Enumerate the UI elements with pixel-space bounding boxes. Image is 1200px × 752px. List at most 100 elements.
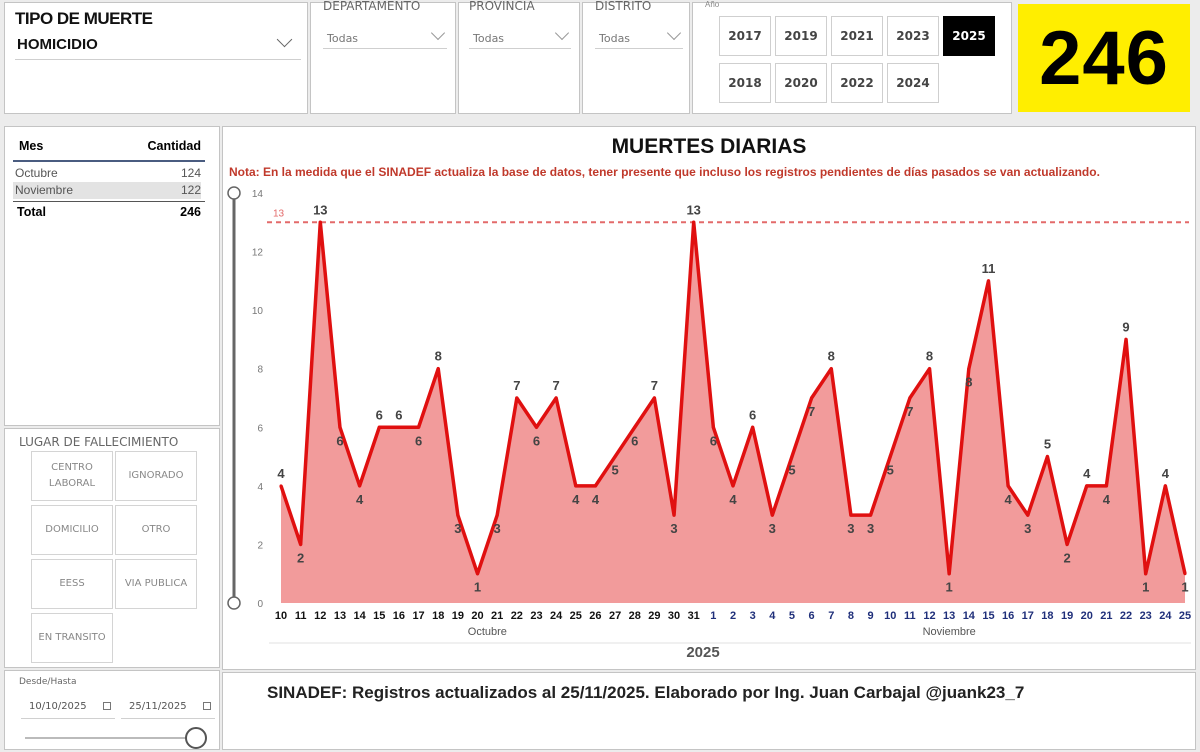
lugar-button-eess[interactable]: EESS bbox=[31, 559, 113, 609]
chart-note: Nota: En la medida que el SINADEF actual… bbox=[229, 165, 1100, 179]
date-to-input[interactable]: 25/11/2025 bbox=[121, 695, 215, 719]
year-button-2024[interactable]: 2024 bbox=[887, 63, 939, 103]
x-tick-label: 19 bbox=[452, 610, 464, 622]
year-button-2020[interactable]: 2020 bbox=[775, 63, 827, 103]
area-fill bbox=[281, 222, 1185, 603]
data-label: 2 bbox=[1063, 550, 1070, 565]
x-tick-label: 15 bbox=[982, 610, 994, 622]
distrito-filter: DISTRITO Todas bbox=[582, 0, 690, 114]
data-point bbox=[397, 425, 401, 429]
data-label: 11 bbox=[982, 261, 996, 276]
distrito-dropdown[interactable]: Todas bbox=[595, 25, 683, 49]
tipo-muerte-label: TIPO DE MUERTE bbox=[15, 9, 153, 28]
data-point bbox=[436, 367, 440, 371]
year-button-2021[interactable]: 2021 bbox=[831, 16, 883, 56]
chevron-down-icon bbox=[554, 25, 570, 41]
year-button-2023[interactable]: 2023 bbox=[887, 16, 939, 56]
data-point bbox=[652, 396, 656, 400]
provincia-value: Todas bbox=[473, 32, 505, 45]
data-point bbox=[711, 425, 715, 429]
total-kpi-card: 246 bbox=[1018, 4, 1190, 112]
data-label: 6 bbox=[376, 407, 383, 422]
year-button-2018[interactable]: 2018 bbox=[719, 63, 771, 103]
data-point bbox=[967, 367, 971, 371]
lugar-title: LUGAR DE FALLECIMIENTO bbox=[19, 435, 179, 449]
x-tick-label: 19 bbox=[1061, 610, 1073, 622]
data-point bbox=[574, 484, 578, 488]
data-label: 6 bbox=[631, 433, 638, 448]
x-tick-label: 31 bbox=[688, 610, 700, 622]
footer-panel: SINADEF: Registros actualizados al 25/11… bbox=[222, 672, 1196, 750]
data-label: 3 bbox=[670, 521, 677, 536]
provincia-dropdown[interactable]: Todas bbox=[469, 25, 571, 49]
lugar-button-via-publica[interactable]: VIA PUBLICA bbox=[115, 559, 197, 609]
chevron-down-icon[interactable] bbox=[276, 31, 293, 48]
data-label: 7 bbox=[906, 404, 913, 419]
x-tick-label: 22 bbox=[1120, 610, 1132, 622]
lugar-button-en-transito[interactable]: EN TRANSITO bbox=[31, 613, 113, 663]
lugar-button-otro[interactable]: OTRO bbox=[115, 505, 197, 555]
x-tick-label: 25 bbox=[570, 610, 582, 622]
x-tick-label: 22 bbox=[511, 610, 523, 622]
year-button-2019[interactable]: 2019 bbox=[775, 16, 827, 56]
x-tick-label: 17 bbox=[1022, 610, 1034, 622]
data-point bbox=[299, 542, 303, 546]
x-tick-label: 26 bbox=[589, 610, 601, 622]
data-label: 6 bbox=[415, 433, 422, 448]
x-tick-label: 25 bbox=[1179, 610, 1191, 622]
data-label: 3 bbox=[847, 521, 854, 536]
lugar-button-domicilio[interactable]: DOMICILIO bbox=[31, 505, 113, 555]
data-label: 13 bbox=[686, 202, 700, 217]
month-count: 122 bbox=[180, 183, 201, 197]
data-label: 4 bbox=[1162, 466, 1170, 481]
date-slider-handle[interactable] bbox=[185, 727, 207, 749]
year-button-2025[interactable]: 2025 bbox=[943, 16, 995, 56]
calendar-icon[interactable] bbox=[203, 702, 211, 710]
departamento-dropdown[interactable]: Todas bbox=[323, 25, 447, 49]
header-divider bbox=[13, 160, 205, 162]
data-label: 8 bbox=[965, 375, 972, 390]
year-button-2017[interactable]: 2017 bbox=[719, 16, 771, 56]
tipo-muerte-filter[interactable]: TIPO DE MUERTE HOMICIDIO bbox=[4, 2, 308, 114]
lugar-button-centro-laboral[interactable]: CENTRO LABORAL bbox=[31, 451, 113, 501]
data-point bbox=[672, 513, 676, 517]
month-count: 124 bbox=[180, 166, 201, 180]
header-cantidad: Cantidad bbox=[147, 139, 201, 153]
provincia-label: PROVINCIA bbox=[469, 0, 535, 13]
y-tick-label: 6 bbox=[257, 423, 263, 434]
anio-label: Año bbox=[705, 0, 720, 9]
calendar-icon[interactable] bbox=[103, 702, 111, 710]
date-slider-track[interactable] bbox=[25, 737, 195, 739]
lugar-fallecimiento-panel: LUGAR DE FALLECIMIENTO CENTRO LABORAL IGN… bbox=[4, 428, 220, 668]
data-label: 3 bbox=[1024, 521, 1031, 536]
month-row-noviembre[interactable]: Noviembre 122 bbox=[13, 182, 201, 199]
data-point bbox=[613, 455, 617, 459]
data-label: 5 bbox=[788, 463, 795, 478]
x-tick-label: 11 bbox=[295, 610, 307, 622]
x-tick-label: 13 bbox=[943, 610, 955, 622]
year-button-2022[interactable]: 2022 bbox=[831, 63, 883, 103]
total-divider bbox=[13, 201, 205, 202]
data-point bbox=[692, 220, 696, 224]
x-tick-label: 21 bbox=[491, 610, 503, 622]
data-point bbox=[731, 484, 735, 488]
x-tick-label: 8 bbox=[848, 610, 854, 622]
month-row-octubre[interactable]: Octubre 124 bbox=[13, 165, 201, 182]
data-label: 6 bbox=[533, 433, 540, 448]
data-point bbox=[947, 572, 951, 576]
total-row: Total 246 bbox=[13, 204, 201, 221]
x-tick-label: 14 bbox=[353, 610, 366, 622]
data-label: 7 bbox=[513, 378, 520, 393]
date-from-input[interactable]: 10/10/2025 bbox=[21, 695, 115, 719]
lugar-button-ignorado[interactable]: IGNORADO bbox=[115, 451, 197, 501]
distrito-value: Todas bbox=[599, 32, 631, 45]
y-range-slider-handle-top bbox=[227, 186, 241, 200]
data-label: 6 bbox=[395, 407, 402, 422]
data-point bbox=[849, 513, 853, 517]
month-table-header: Mes Cantidad bbox=[13, 138, 201, 155]
x-tick-label: 12 bbox=[314, 610, 326, 622]
date-range-panel: Desde/Hasta 10/10/2025 25/11/2025 bbox=[4, 670, 220, 750]
data-point bbox=[1026, 513, 1030, 517]
data-label: 5 bbox=[887, 463, 894, 478]
